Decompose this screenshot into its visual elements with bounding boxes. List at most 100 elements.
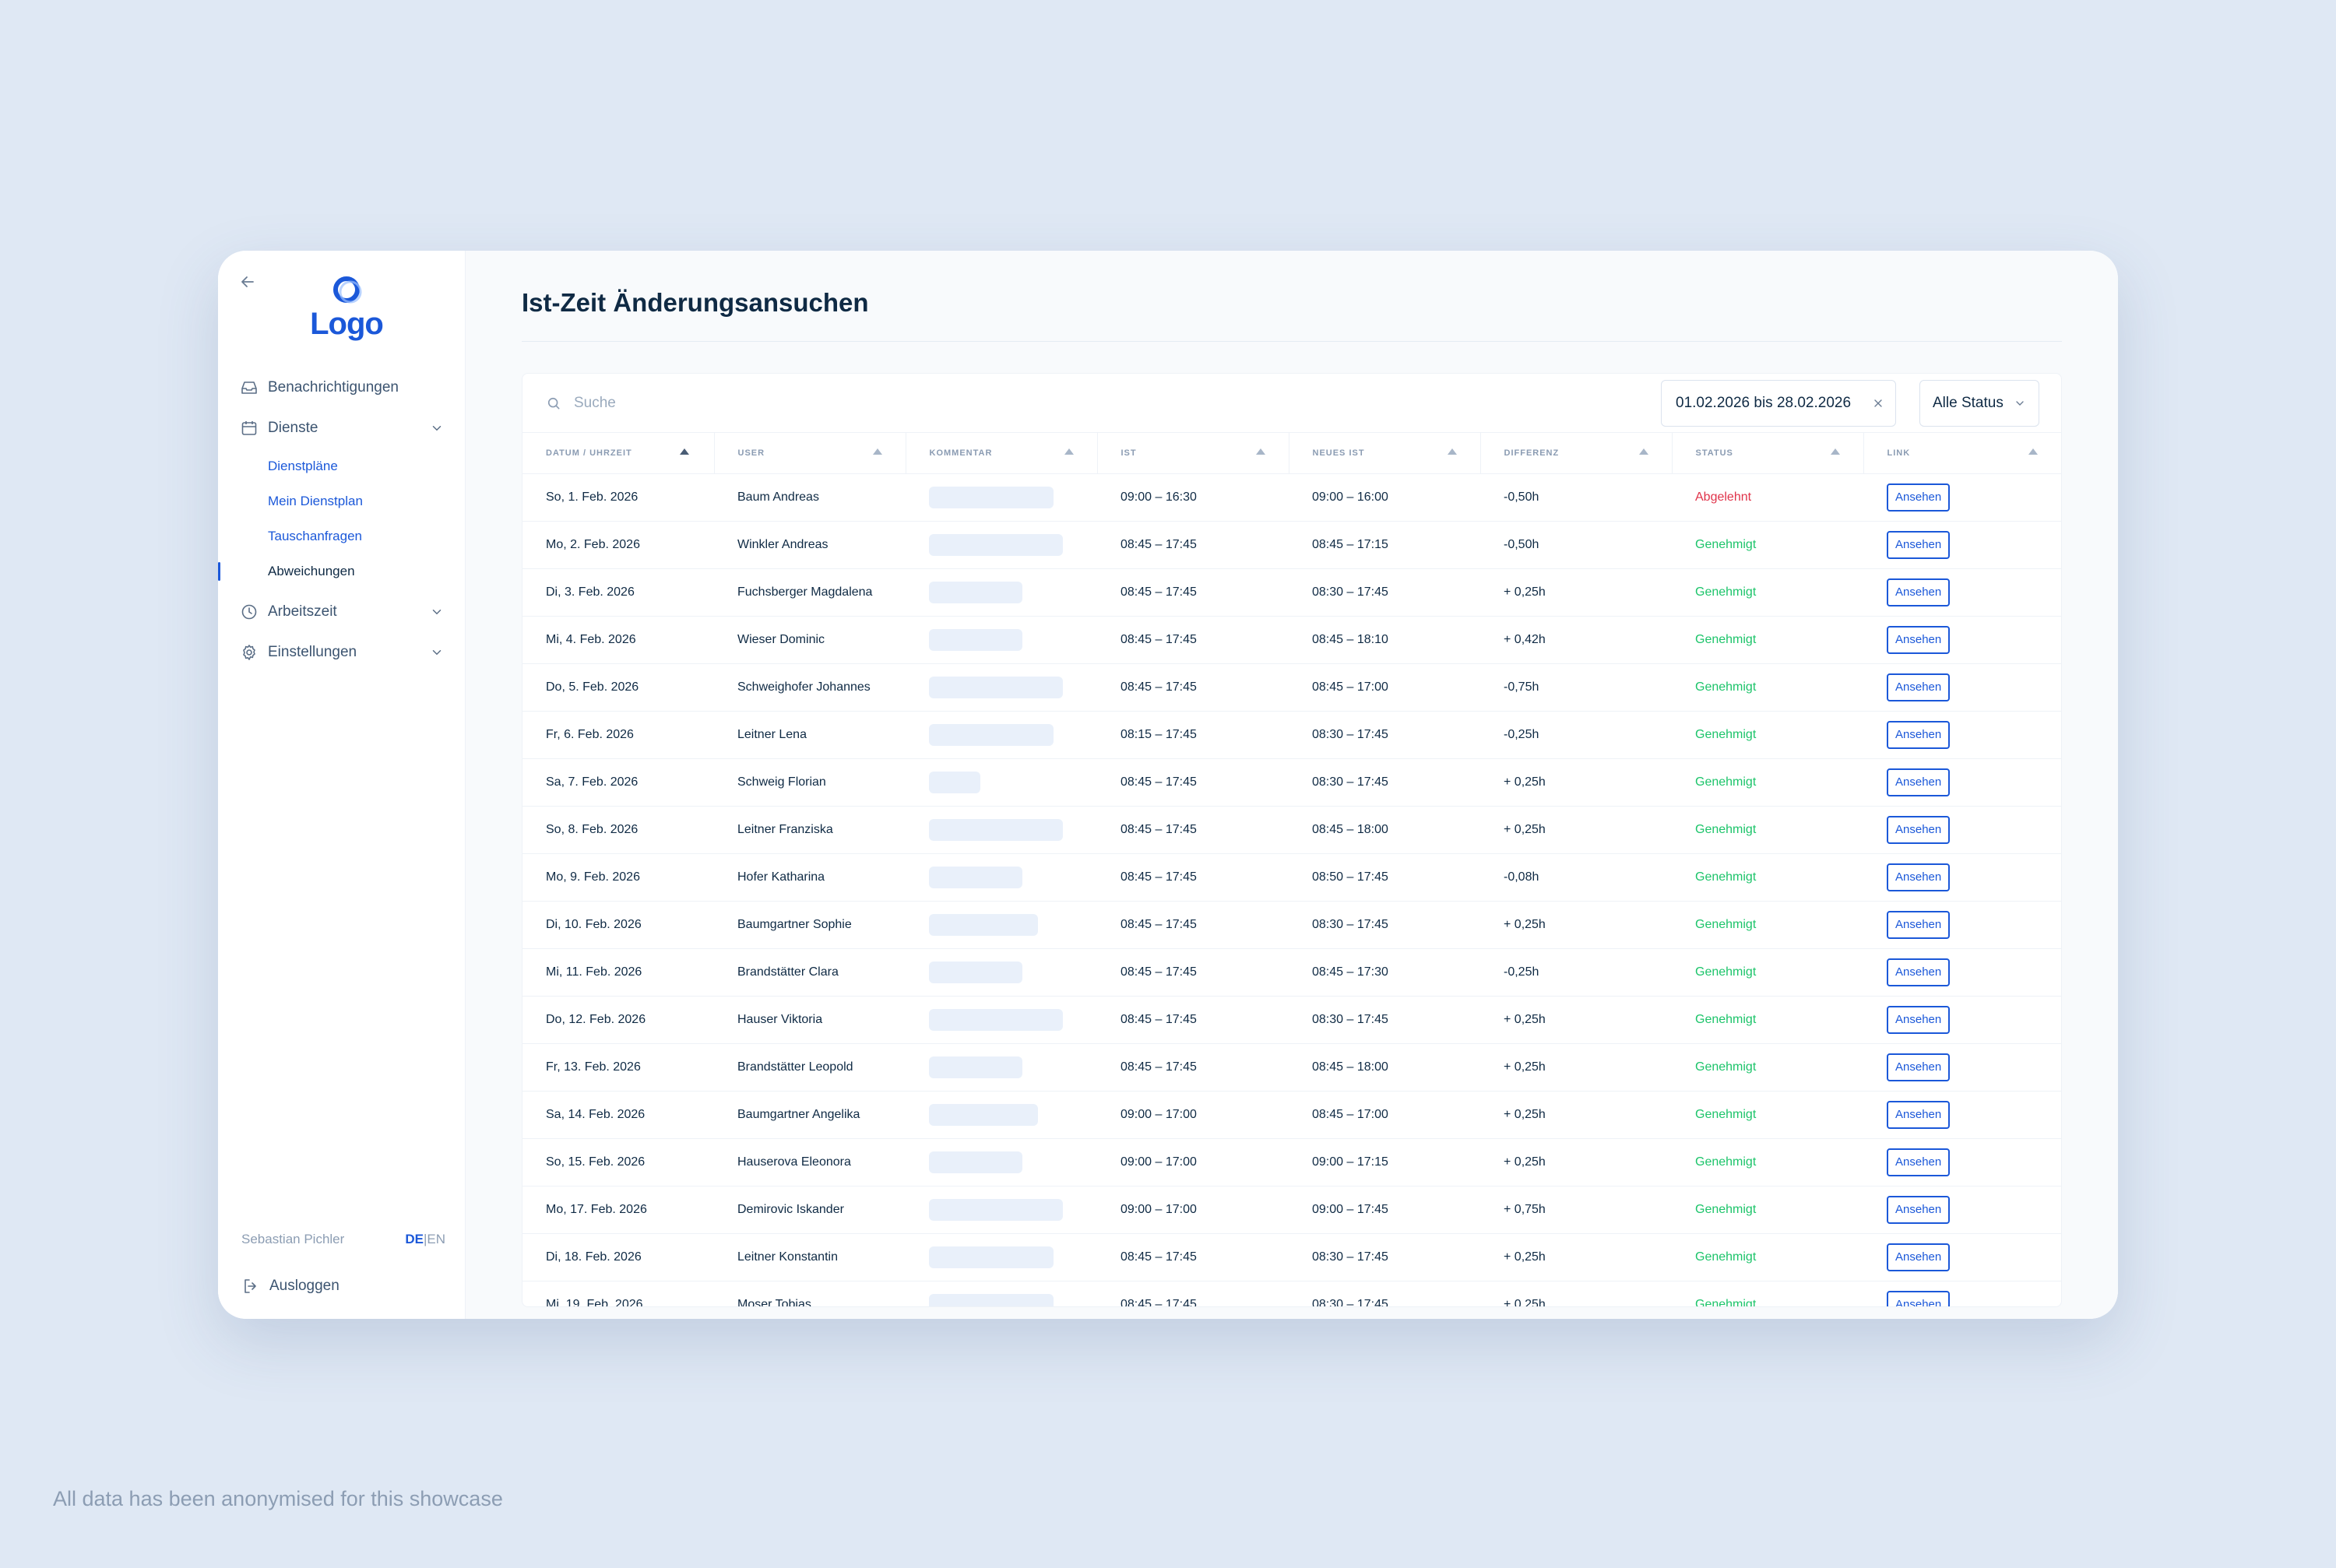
cell-comment (906, 996, 1097, 1043)
cell-ist: 09:00 – 17:00 (1121, 1155, 1197, 1169)
clock-icon (241, 604, 257, 620)
cell-comment (906, 663, 1097, 711)
date-range-filter[interactable]: 01.02.2026 bis 28.02.2026 (1661, 379, 1896, 427)
cell-status: Genehmigt (1695, 1155, 1757, 1169)
view-button[interactable]: Ansehen (1887, 1053, 1951, 1081)
comment-placeholder (929, 1103, 1038, 1126)
view-button[interactable]: Ansehen (1887, 1100, 1951, 1129)
table-row: So, 8. Feb. 2026 Leitner Franziska 08:45 –… (522, 806, 2061, 853)
column-header-user[interactable]: USER (714, 433, 906, 474)
logo-text: Logo (310, 307, 384, 341)
arrow-left-icon[interactable] (238, 272, 257, 291)
cell-date: So, 1. Feb. 2026 (546, 490, 639, 504)
view-button[interactable]: Ansehen (1887, 1195, 1951, 1224)
cell-link: Ansehen (1863, 473, 2061, 521)
comment-placeholder (929, 581, 1022, 603)
cell-link: Ansehen (1863, 948, 2061, 996)
cell-neues-ist: 08:45 – 17:15 (1312, 537, 1388, 551)
cell-differenz: -0,50h (1504, 537, 1539, 551)
view-button[interactable]: Ansehen (1887, 1005, 1951, 1034)
sort-asc-icon (679, 448, 689, 455)
nav-item-label: Benachrichtigungen (268, 379, 399, 396)
comment-placeholder (929, 723, 1054, 746)
cell-comment (906, 1233, 1097, 1281)
subnav-item-mein-dienstplan[interactable]: Mein Dienstplan (268, 493, 363, 508)
view-button[interactable]: Ansehen (1887, 673, 1951, 701)
cell-status: Genehmigt (1695, 1012, 1757, 1026)
column-header-kommentar[interactable]: KOMMENTAR (906, 433, 1098, 474)
cell-status: Genehmigt (1695, 680, 1757, 694)
table-row: Sa, 7. Feb. 2026 Schweig Florian 08:45 – 1… (522, 758, 2061, 806)
nav-item-dienste[interactable]: Dienste (240, 408, 444, 448)
view-button[interactable]: Ansehen (1887, 483, 1951, 512)
cell-user: Baumgartner Sophie (737, 917, 852, 931)
column-header-link[interactable]: LINK (1863, 433, 2061, 474)
cell-user: Moser Tobias (737, 1297, 811, 1307)
view-button[interactable]: Ansehen (1887, 958, 1951, 986)
table-row: Mi, 4. Feb. 2026 Wieser Dominic 08:45 – 17… (522, 616, 2061, 663)
cell-ist: 08:45 – 17:45 (1121, 1250, 1197, 1264)
view-button[interactable]: Ansehen (1887, 768, 1951, 796)
view-button[interactable]: Ansehen (1887, 1148, 1951, 1176)
cell-link: Ansehen (1863, 663, 2061, 711)
search-input[interactable] (574, 394, 885, 412)
sort-icon (1638, 448, 1648, 455)
comment-placeholder (929, 771, 980, 793)
chevron-down-icon[interactable] (430, 605, 444, 619)
cell-date: So, 15. Feb. 2026 (546, 1155, 646, 1169)
cell-ist: 08:45 – 17:45 (1121, 680, 1197, 694)
cell-ist: 09:00 – 17:00 (1121, 1202, 1197, 1216)
column-header-neues-ist[interactable]: NEUES IST (1289, 433, 1481, 474)
subnav-item-tauschanfragen[interactable]: Tauschanfragen (268, 528, 362, 543)
column-header-ist[interactable]: IST (1097, 433, 1289, 474)
close-icon[interactable] (1872, 397, 1884, 410)
column-header-status[interactable]: STATUS (1672, 433, 1864, 474)
table-row: Do, 5. Feb. 2026 Schweighofer Johannes 08:… (522, 663, 2061, 711)
table-row: Di, 10. Feb. 2026 Baumgartner Sophie 08:45… (522, 901, 2061, 948)
chevron-down-icon[interactable] (430, 645, 444, 659)
view-button[interactable]: Ansehen (1887, 578, 1951, 606)
cell-neues-ist: 08:45 – 17:00 (1312, 680, 1388, 694)
cell-date: Mo, 17. Feb. 2026 (546, 1202, 647, 1216)
subnav-item-abweichungen[interactable]: Abweichungen (218, 554, 444, 589)
view-button[interactable]: Ansehen (1887, 1290, 1951, 1306)
logout-icon (245, 1279, 256, 1293)
nav-item-benachrichtigungen[interactable]: Benachrichtigungen (240, 367, 444, 408)
cell-comment (906, 1138, 1097, 1186)
view-button[interactable]: Ansehen (1887, 910, 1951, 939)
view-button[interactable]: Ansehen (1887, 625, 1951, 654)
table-row: Mo, 9. Feb. 2026 Hofer Katharina 08:45 – 1… (522, 853, 2061, 901)
column-header-datum[interactable]: DATUM / UHRZEIT (522, 433, 715, 474)
nav-item-arbeitszeit[interactable]: Arbeitszeit (240, 592, 444, 632)
app-window: Logo Benachrichtigungen Dienste Dienstpl… (218, 251, 2118, 1319)
cell-differenz: + 0,25h (1504, 1297, 1546, 1307)
logout-button[interactable]: Ausloggen (241, 1277, 445, 1296)
cell-status: Genehmigt (1695, 870, 1757, 884)
divider (522, 341, 2062, 342)
view-button[interactable]: Ansehen (1887, 720, 1951, 749)
cell-differenz: -0,50h (1504, 490, 1539, 504)
cell-user: Fuchsberger Magdalena (737, 585, 873, 599)
cell-date: Di, 10. Feb. 2026 (546, 917, 642, 931)
chevron-down-icon[interactable] (430, 421, 444, 435)
cell-neues-ist: 09:00 – 17:45 (1312, 1202, 1388, 1216)
cell-comment (906, 758, 1097, 806)
view-button[interactable]: Ansehen (1887, 530, 1951, 559)
cell-status: Genehmigt (1695, 1202, 1757, 1216)
cell-link: Ansehen (1863, 901, 2061, 948)
column-header-differenz[interactable]: DIFFERENZ (1480, 433, 1673, 474)
status-filter-select[interactable]: Alle Status (1919, 379, 2039, 427)
view-button[interactable]: Ansehen (1887, 863, 1951, 891)
subnav-item-dienstplaene[interactable]: Dienstpläne (268, 458, 338, 473)
view-button[interactable]: Ansehen (1887, 815, 1951, 844)
lang-de-button[interactable]: DE (405, 1232, 424, 1246)
cell-date: Do, 5. Feb. 2026 (546, 680, 639, 694)
cell-ist: 08:45 – 17:45 (1121, 870, 1197, 884)
cell-neues-ist: 08:45 – 17:30 (1312, 965, 1388, 979)
comment-placeholder (929, 628, 1022, 651)
view-button[interactable]: Ansehen (1887, 1243, 1951, 1271)
cell-link: Ansehen (1863, 996, 2061, 1043)
column-header-label: STATUS (1695, 448, 1733, 458)
lang-en-button[interactable]: EN (427, 1232, 445, 1246)
nav-item-einstellungen[interactable]: Einstellungen (240, 632, 444, 673)
